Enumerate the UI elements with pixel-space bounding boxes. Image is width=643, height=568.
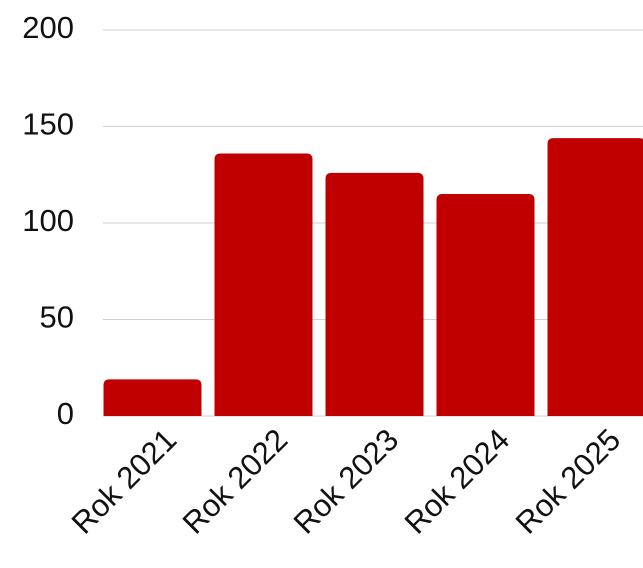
bar	[547, 138, 643, 416]
y-tick-label: 150	[22, 107, 74, 142]
x-tick-label: Rok 2022	[176, 422, 295, 541]
y-tick-label: 0	[57, 396, 74, 431]
x-tick-label: Rok 2021	[65, 422, 184, 541]
x-tick-label: Rok 2025	[509, 422, 628, 541]
x-tick-label: Rok 2024	[398, 422, 517, 541]
y-tick-label: 200	[22, 10, 74, 45]
y-tick-label: 50	[40, 300, 74, 335]
bar	[325, 172, 424, 416]
bar	[214, 153, 313, 416]
bar	[103, 379, 202, 416]
y-tick-label: 100	[22, 203, 74, 238]
x-tick-label: Rok 2023	[287, 422, 406, 541]
bar	[436, 194, 535, 416]
